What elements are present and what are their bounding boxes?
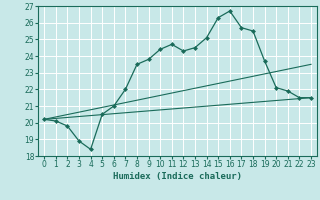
X-axis label: Humidex (Indice chaleur): Humidex (Indice chaleur) (113, 172, 242, 181)
